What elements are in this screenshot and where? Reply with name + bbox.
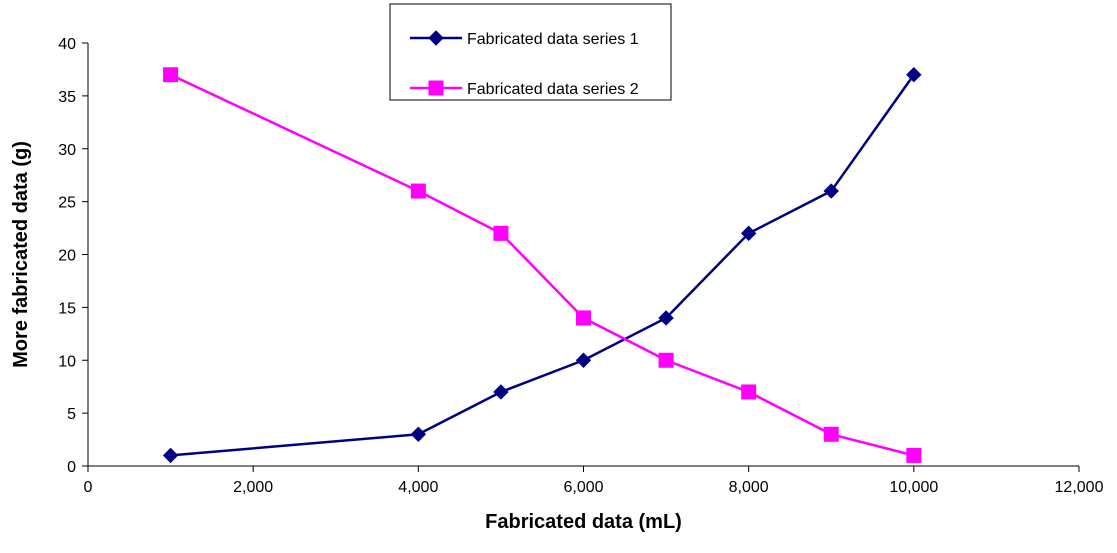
series-1-line — [170, 74, 915, 457]
series-2-point — [493, 225, 509, 241]
chart-axes: 0 5 10 15 20 25 30 35 40 0 2,000 4,000 6,000 8,000 10,… — [58, 36, 1103, 496]
y-tick-label: 40 — [58, 36, 76, 53]
chart-legend: Fabricated data series 1 Fabricated data … — [389, 3, 672, 101]
series-1-point — [906, 67, 922, 83]
x-tick-label: 4,000 — [398, 479, 438, 496]
x-tick-label: 10,000 — [889, 479, 938, 496]
legend-swatch-marker — [428, 80, 444, 96]
y-tick-label: 10 — [58, 353, 76, 370]
x-tick-label: 0 — [84, 479, 93, 496]
y-axis-title: More fabricated data (g) — [10, 141, 32, 368]
series-1 — [162, 67, 922, 464]
legend-entry-2: Fabricated data series 2 — [410, 80, 639, 98]
y-tick-label: 25 — [58, 195, 76, 212]
series-2-point — [906, 447, 922, 463]
series-2-point — [576, 310, 591, 326]
y-tick-label: 0 — [67, 459, 76, 476]
y-tick-label: 20 — [58, 248, 76, 265]
series-1-point — [658, 310, 674, 326]
y-tick-label: 30 — [58, 142, 76, 159]
y-tick-label: 5 — [67, 406, 76, 423]
x-tick-label: 6,000 — [563, 479, 603, 496]
series-2-point — [741, 384, 757, 400]
y-tick-label: 35 — [58, 89, 76, 106]
x-tick-label: 12,000 — [1055, 479, 1104, 496]
series-1-point — [575, 352, 592, 368]
series-1-point — [740, 225, 757, 242]
series-2-point — [163, 67, 179, 83]
series-2-point — [410, 183, 426, 199]
series-2-line — [170, 73, 915, 457]
series-2-point — [823, 426, 839, 442]
x-tick-label: 8,000 — [729, 479, 769, 496]
x-tick-label: 2,000 — [233, 479, 273, 496]
y-tick-label: 15 — [58, 300, 76, 317]
series-1-point — [823, 183, 839, 199]
legend-entry-1: Fabricated data series 1 — [410, 30, 639, 48]
chart-series — [162, 67, 922, 464]
series-1-point — [493, 384, 509, 400]
legend-swatch-marker — [428, 30, 444, 46]
series-1-point — [162, 447, 179, 464]
legend-label: Fabricated data series 1 — [467, 31, 639, 48]
series-2 — [163, 67, 922, 463]
series-2-point — [658, 352, 674, 368]
x-axis-title: Fabricated data (mL) — [485, 511, 682, 533]
legend-label: Fabricated data series 2 — [467, 81, 639, 98]
series-1-point — [410, 426, 427, 442]
